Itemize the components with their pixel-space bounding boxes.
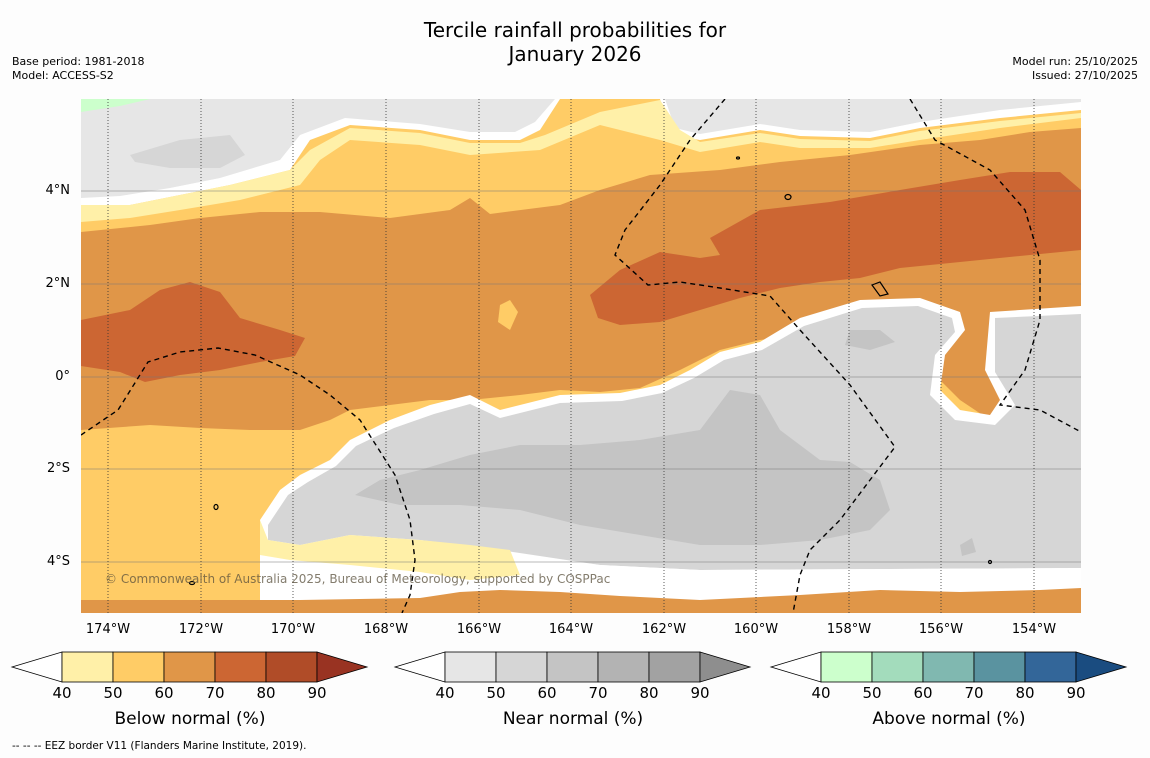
colorbar-below-70-80 [214,651,267,683]
x-label-166w: 166°W [456,622,502,637]
colorbar-above-80-90 [1024,651,1077,683]
colorbar-near-80-90 [648,651,701,683]
x-label-158w: 158°W [826,622,872,637]
x-label-172w: 172°W [178,622,224,637]
grid-lines [81,190,1081,563]
below-50-60-pocket [498,300,518,330]
x-label-170w: 170°W [270,622,316,637]
colorbar-below-under [10,651,63,683]
below-40-50-south [260,520,520,580]
colorbar-below-over [316,651,369,683]
below-60-70-bottom [81,588,1081,613]
issued-date: Issued: 27/10/2025 [1031,69,1138,82]
x-label-154w: 154°W [1011,622,1057,637]
colorbar-below-80-90 [265,651,318,683]
base-period: Base period: 1981-2018 [12,55,145,68]
white-border-bottom [500,552,1081,580]
above-normal-corner [81,99,150,112]
tick-below-60: 60 [154,684,174,702]
x-label-164w: 164°W [548,622,594,637]
tick-above-80: 80 [1015,684,1035,702]
colorbar-above-70-80 [973,651,1026,683]
colorbar-title-below: Below normal (%) [114,709,266,729]
y-label-4n: 4°N [45,183,71,198]
meta-right: Model run: 25/10/2025 Issued: 27/10/2025 [1012,55,1138,83]
colorbar-above-normal [769,651,1128,683]
near-normal-top-core [130,135,245,168]
model-name: Model: ACCESS-S2 [12,69,114,82]
colorbar-near-70-80 [597,651,650,683]
tick-above-40: 40 [811,684,831,702]
colorbar-near-60-70 [546,651,599,683]
colorbar-title-near: Near normal (%) [502,709,644,729]
y-label-2s: 2°S [46,461,70,476]
tick-near-80: 80 [639,684,659,702]
colorbar-above-60-70 [922,651,975,683]
eez-borders [81,99,1081,613]
y-label-2n: 2°N [45,276,71,291]
map-title: Tercile rainfall probabilities for Janua… [0,18,1150,66]
colorbar-above-over [1075,651,1128,683]
tick-above-70: 70 [964,684,984,702]
colorbar-near-under [393,651,446,683]
near-normal-60-70-core [355,390,890,545]
near-normal-top [81,99,1081,198]
tick-above-60: 60 [913,684,933,702]
tick-below-70: 70 [205,684,225,702]
x-label-156w: 156°W [918,622,964,637]
colorbar-above-under [769,651,822,683]
tick-near-70: 70 [588,684,608,702]
copyright-notice: © Commonwealth of Australia 2025, Bureau… [105,572,611,586]
y-label-0: 0° [55,369,70,384]
near-normal-60-70-patch [845,330,895,350]
colorbar-near-40-50 [444,651,497,683]
colorbar-title-above: Above normal (%) [872,709,1026,729]
colorbar-near-50-60 [495,651,548,683]
colorbar-below-40-50 [61,651,114,683]
near-normal-60-70-dot [960,538,976,556]
y-label-4s: 4°S [46,554,70,569]
title-line-2: January 2026 [508,42,642,66]
below-40-50-strip [81,100,1081,222]
meta-left: Base period: 1981-2018 Model: ACCESS-S2 [12,55,144,83]
tick-below-90: 90 [307,684,327,702]
tick-near-60: 60 [537,684,557,702]
title-line-1: Tercile rainfall probabilities for [423,18,727,42]
x-label-160w: 160°W [733,622,779,637]
tick-near-50: 50 [486,684,506,702]
eez-footnote: -- -- -- EEZ border V11 (Flanders Marine… [12,740,307,752]
colorbar-below-50-60 [112,651,165,683]
colorbar-below-normal [10,651,369,683]
colorbar-near-normal [393,651,752,683]
below-70-80-west [81,282,305,382]
tick-above-50: 50 [862,684,882,702]
tick-below-80: 80 [256,684,276,702]
x-label-162w: 162°W [641,622,687,637]
colorbar-above-50-60 [871,651,924,683]
colorbar-near-over [699,651,752,683]
colorbar-below-60-70 [163,651,216,683]
islands [188,156,993,586]
model-run: Model run: 25/10/2025 [1012,55,1138,68]
colorbar-above-40-50 [820,651,873,683]
x-label-168w: 168°W [363,622,409,637]
tick-below-40: 40 [52,684,72,702]
tick-near-90: 90 [690,684,710,702]
tick-above-90: 90 [1066,684,1086,702]
tick-below-50: 50 [103,684,123,702]
tick-near-40: 40 [435,684,455,702]
x-label-174w: 174°W [85,622,131,637]
